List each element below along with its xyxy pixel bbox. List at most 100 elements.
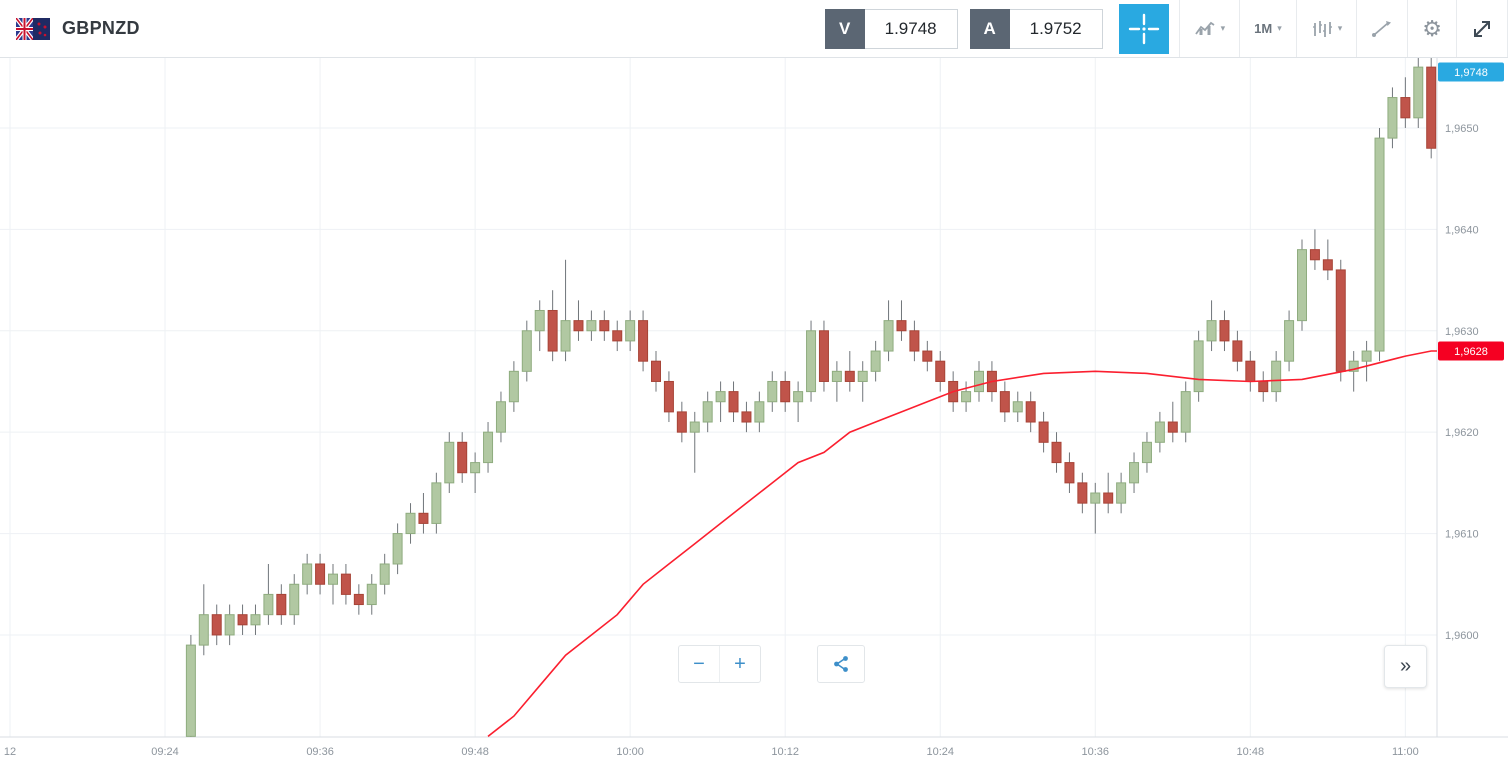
candle xyxy=(1206,320,1217,342)
share-button[interactable] xyxy=(817,645,865,683)
buy-button[interactable]: A xyxy=(969,8,1010,49)
candle xyxy=(870,350,881,372)
ma-price-badge xyxy=(1438,341,1504,361)
candle xyxy=(728,391,739,413)
candle xyxy=(237,614,248,626)
candle xyxy=(974,370,984,393)
candle xyxy=(715,391,726,403)
candles-layer xyxy=(185,58,1437,737)
scroll-to-latest-button[interactable]: » xyxy=(1384,645,1427,688)
candle xyxy=(1387,97,1398,139)
candle xyxy=(612,330,623,342)
candle xyxy=(328,573,338,585)
sell-button[interactable]: V xyxy=(824,8,865,49)
candle xyxy=(831,370,842,382)
timeframe-dropdown[interactable]: 1M ▾ xyxy=(1239,0,1296,57)
instrument-header: GBPNZD xyxy=(0,17,140,40)
zoom-out-button[interactable]: − xyxy=(693,652,705,675)
price-axis-label: 1,9630 xyxy=(1445,326,1479,338)
candle xyxy=(185,644,196,737)
candle xyxy=(1025,401,1036,423)
candle xyxy=(741,411,752,423)
current-price-badge xyxy=(1438,62,1504,82)
sell-price-value: 1.9748 xyxy=(864,8,958,49)
fullscreen-button[interactable] xyxy=(1456,0,1508,57)
candle xyxy=(470,462,481,474)
candle xyxy=(1348,360,1359,372)
candle xyxy=(418,512,429,524)
candle xyxy=(405,512,416,535)
candle xyxy=(1051,441,1062,464)
candle xyxy=(263,593,274,616)
chevron-down-icon: ▾ xyxy=(1220,23,1226,33)
candle xyxy=(573,320,584,332)
indicators-icon xyxy=(1312,20,1332,37)
candle xyxy=(1129,462,1140,484)
candle xyxy=(1297,249,1307,322)
sell-quote-group: V 1.9748 xyxy=(824,8,958,49)
candle xyxy=(560,320,571,352)
time-axis-label: 11:00 xyxy=(1392,746,1419,758)
candle xyxy=(1284,320,1295,362)
candle xyxy=(909,330,920,352)
chevron-down-icon: ▾ xyxy=(1277,23,1282,33)
candle xyxy=(663,380,674,413)
candle xyxy=(1167,421,1178,433)
crosshair-tool-button[interactable] xyxy=(1118,4,1169,54)
candle xyxy=(1116,482,1127,504)
time-axis-label: 10:00 xyxy=(616,746,644,758)
chevron-down-icon: ▾ xyxy=(1337,23,1343,33)
candle xyxy=(508,370,519,403)
candle xyxy=(547,309,558,352)
candle xyxy=(896,320,907,332)
candle xyxy=(702,401,713,423)
zoom-in-button[interactable]: + xyxy=(719,646,760,682)
candle xyxy=(1090,492,1101,504)
buy-quote-group: A 1.9752 xyxy=(969,8,1103,49)
crosshair-icon xyxy=(1128,13,1159,45)
candle xyxy=(1413,66,1424,119)
candle xyxy=(676,411,687,433)
price-axis-label: 1,9600 xyxy=(1445,630,1479,642)
candle xyxy=(599,320,610,332)
time-axis-label: 10:48 xyxy=(1237,746,1265,758)
candle xyxy=(793,391,804,403)
buy-price-value: 1.9752 xyxy=(1009,8,1103,49)
candle xyxy=(1271,360,1282,393)
candle xyxy=(1154,421,1165,443)
candle xyxy=(1103,492,1114,504)
time-axis-label: 09:24 xyxy=(151,746,179,758)
price-axis-label: 1,9650 xyxy=(1445,123,1479,135)
moving-average-line xyxy=(487,350,1437,737)
candle xyxy=(935,360,946,382)
expand-icon xyxy=(1474,20,1490,37)
candle xyxy=(1245,360,1256,382)
candle xyxy=(379,563,390,585)
candle xyxy=(1400,97,1411,119)
candle xyxy=(806,330,817,393)
candle xyxy=(767,380,778,403)
candle xyxy=(818,330,829,382)
candle xyxy=(1374,137,1385,352)
candle xyxy=(883,320,894,352)
candle xyxy=(1012,401,1023,413)
candle xyxy=(638,320,649,362)
candle xyxy=(1361,350,1372,362)
candle xyxy=(289,583,300,616)
candle xyxy=(1193,340,1204,393)
indicators-dropdown[interactable]: ▾ xyxy=(1295,0,1357,57)
zoom-button-group: − + xyxy=(678,645,761,683)
candle xyxy=(521,330,532,372)
candle xyxy=(302,563,313,585)
candle xyxy=(224,614,235,636)
candle xyxy=(1038,421,1049,443)
chart-type-dropdown[interactable]: ▾ xyxy=(1178,0,1240,57)
settings-button[interactable]: ⚙ xyxy=(1407,0,1456,57)
candle xyxy=(1219,320,1230,342)
current-price-badge-label: 1,9748 xyxy=(1454,67,1488,79)
price-chart[interactable]: 1,9650 1,9640 1,9630 1,9620 1,9610 1,9600 12 09… xyxy=(0,58,1508,768)
candle xyxy=(1064,462,1075,484)
candle xyxy=(366,583,377,606)
trend-tools-button[interactable] xyxy=(1356,0,1407,57)
